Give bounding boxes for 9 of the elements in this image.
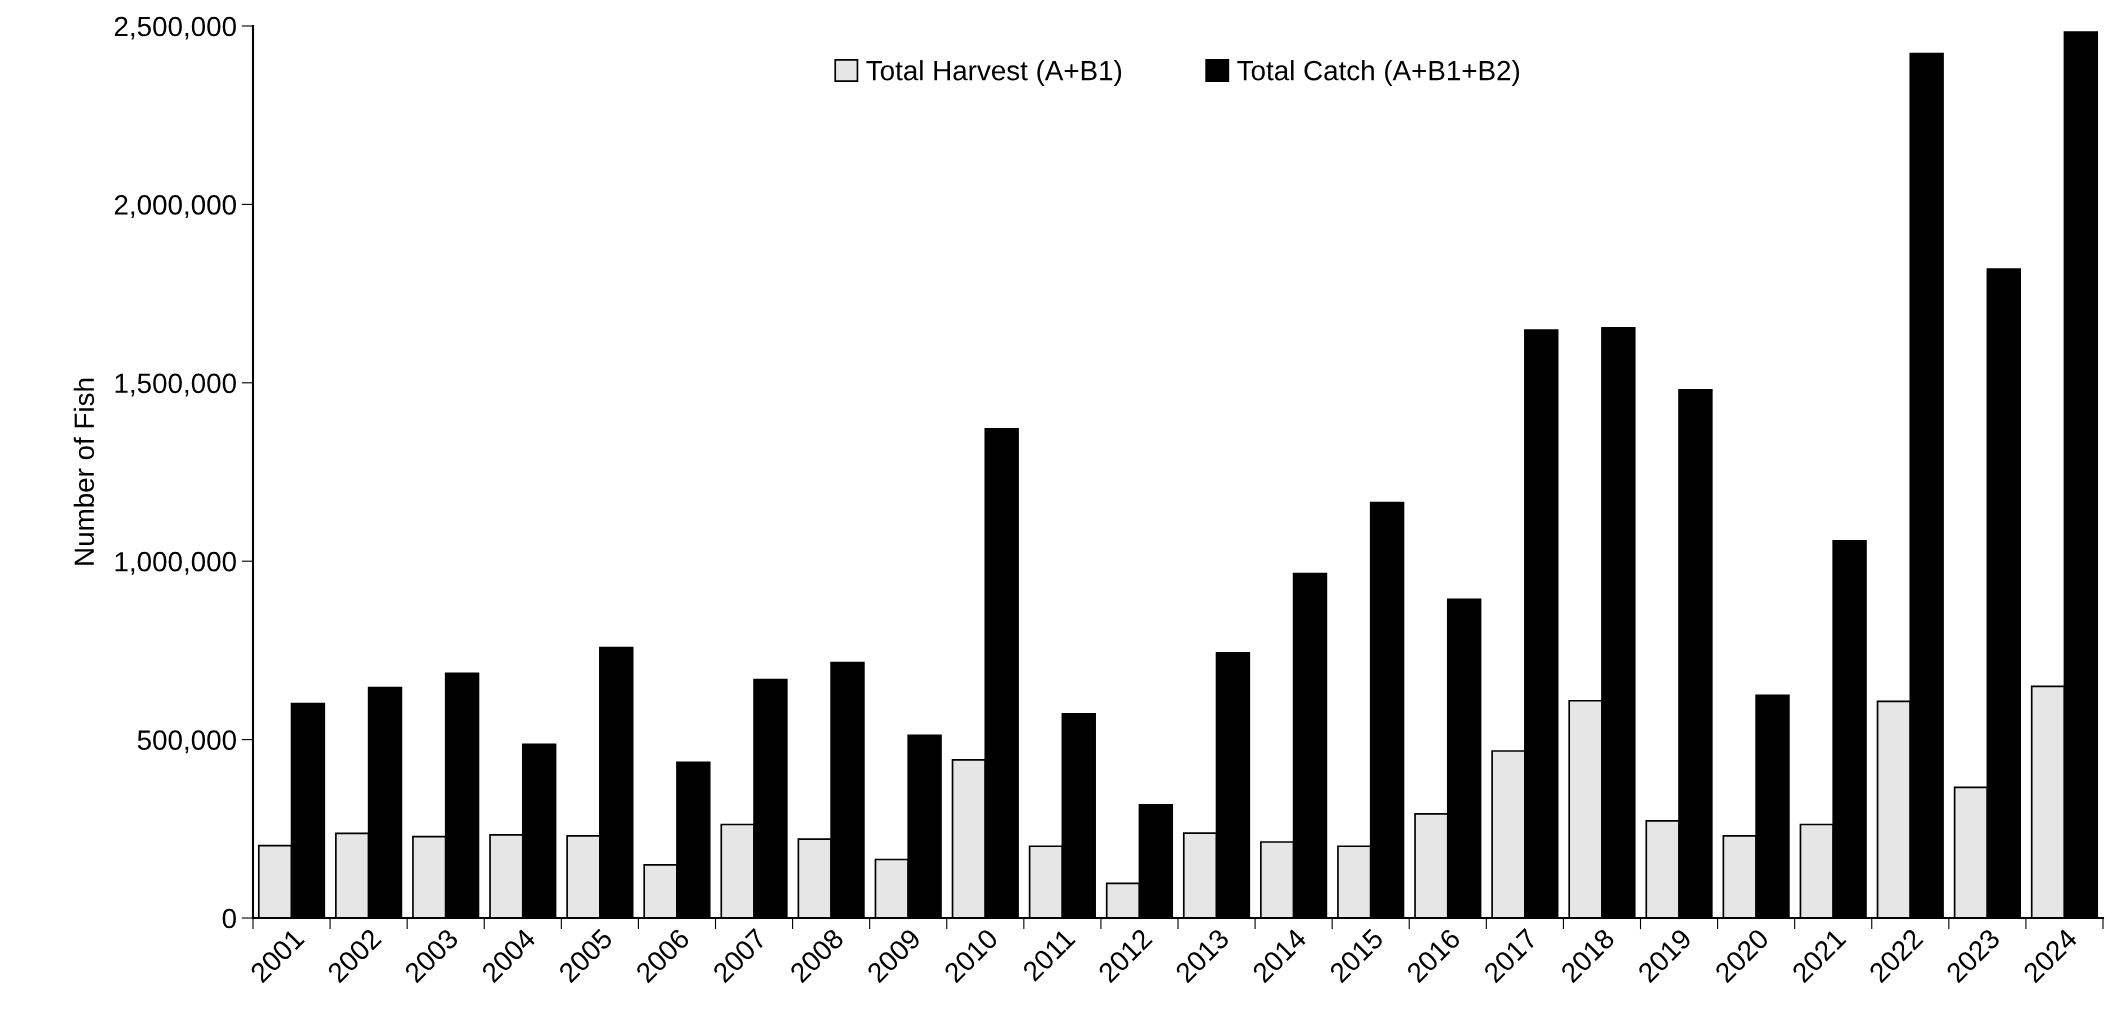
legend-label: Total Catch (A+B1+B2) bbox=[1237, 60, 1520, 86]
y-tick-label: 2,000,000 bbox=[114, 195, 236, 219]
y-tick-label: 1,500,000 bbox=[115, 373, 236, 397]
y-tick-label: 0 bbox=[222, 908, 236, 929]
legend-label: Total Harvest (A+B1) bbox=[866, 60, 1122, 86]
y-tick-label: 500,000 bbox=[137, 730, 236, 754]
y-tick-label: 2,500,000 bbox=[114, 16, 236, 40]
y-tick-label: 1,000,000 bbox=[115, 551, 236, 575]
y-axis-title: Number of Fish bbox=[73, 378, 95, 565]
